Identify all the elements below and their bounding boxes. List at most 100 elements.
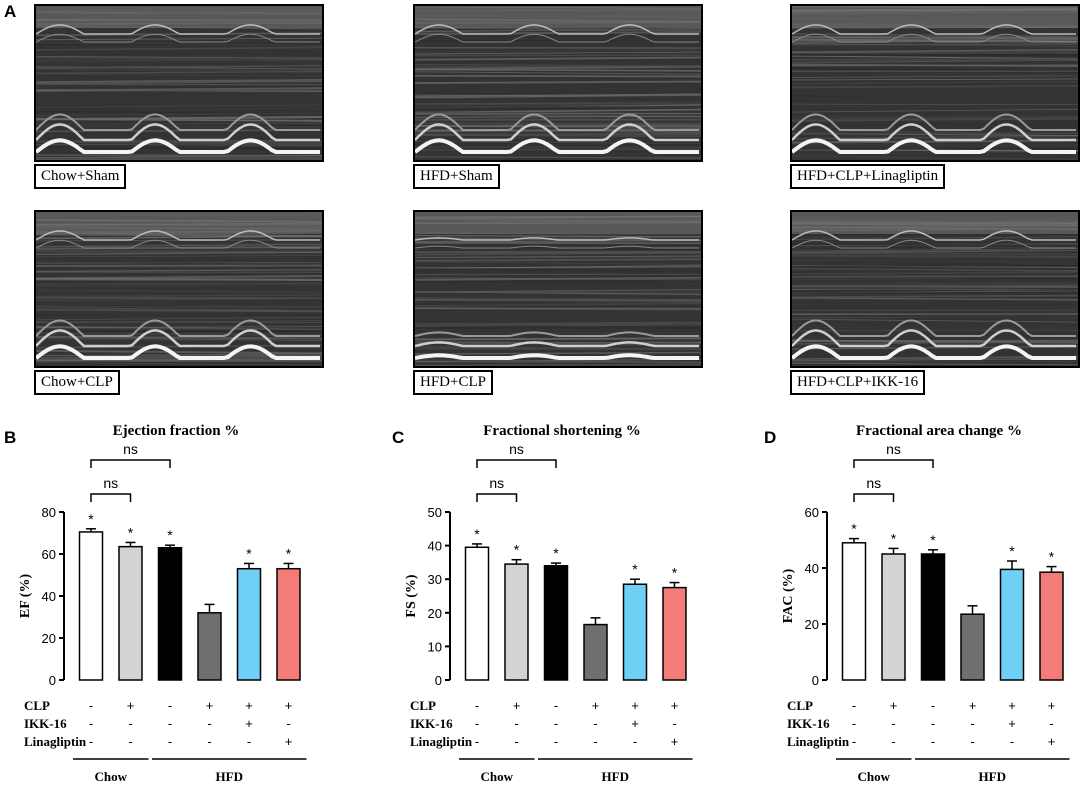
treatment-symbol: - bbox=[286, 716, 290, 731]
y-axis-title: FAC (%) bbox=[781, 568, 796, 623]
treatment-symbol: - bbox=[475, 716, 479, 731]
bar bbox=[118, 545, 143, 681]
echo-top-band bbox=[36, 6, 322, 28]
echo-speckle bbox=[415, 156, 701, 159]
echo-image-hfd-clp-ikk16 bbox=[790, 210, 1080, 368]
y-tick-label: 80 bbox=[42, 505, 56, 520]
echo-image-hfd-clp-linagliptin bbox=[790, 4, 1080, 162]
echo-speckle bbox=[36, 251, 322, 256]
echo-trace-graphic bbox=[36, 6, 322, 160]
echo-top-band bbox=[415, 6, 701, 28]
bar bbox=[236, 567, 262, 681]
treatment-symbol: + bbox=[1048, 734, 1056, 749]
echo-posterior-wall-bright bbox=[792, 344, 1076, 360]
ejection-fraction-chart: Ejection fraction % 0 20 40 60 80 EF (%) * * * * * n… bbox=[18, 423, 307, 784]
treatment-symbol: - bbox=[168, 716, 172, 731]
echo-speckle bbox=[415, 80, 701, 84]
echo-trace-graphic bbox=[792, 6, 1078, 160]
chart-title: Fractional shortening % bbox=[483, 423, 641, 439]
echo-speckle bbox=[415, 337, 701, 341]
echo-speckle bbox=[792, 362, 1078, 366]
echo-speckle bbox=[36, 362, 322, 366]
echo-posterior-wall-line bbox=[415, 113, 699, 131]
echo-label-chow-sham: Chow+Sham bbox=[34, 164, 127, 189]
echo-speckle bbox=[36, 100, 322, 103]
echo-speckle bbox=[792, 53, 1078, 57]
echo-speckle bbox=[36, 107, 322, 111]
treatment-symbol: + bbox=[245, 716, 253, 731]
echo-speckle bbox=[36, 112, 322, 116]
echo-speckle bbox=[36, 294, 322, 298]
echo-speckle bbox=[415, 98, 701, 101]
chart-title: Ejection fraction % bbox=[113, 423, 240, 439]
echo-speckle bbox=[415, 272, 701, 275]
bar bbox=[662, 586, 687, 681]
echo-speckle bbox=[792, 156, 1078, 160]
treatment-symbol: - bbox=[593, 716, 597, 731]
echo-posterior-wall-bright bbox=[415, 353, 699, 360]
echo-speckle bbox=[36, 326, 322, 331]
echo-speckle bbox=[36, 235, 322, 240]
echo-speckle bbox=[36, 59, 322, 62]
bar bbox=[999, 568, 1025, 681]
echo-speckle bbox=[36, 330, 322, 333]
echo-speckle bbox=[792, 248, 1078, 252]
treatment-symbol: - bbox=[554, 734, 558, 749]
echo-speckle bbox=[792, 117, 1078, 122]
treatment-symbol: + bbox=[671, 734, 679, 749]
echo-speckle bbox=[36, 104, 322, 108]
y-tick-label: 30 bbox=[428, 572, 442, 587]
echo-speckle bbox=[792, 112, 1078, 116]
echo-speckle bbox=[415, 94, 701, 99]
echo-speckle bbox=[36, 141, 322, 146]
echo-speckle bbox=[415, 125, 701, 128]
treatment-symbol: - bbox=[128, 716, 132, 731]
echo-speckle bbox=[415, 258, 701, 262]
echo-anterior-wall-line bbox=[792, 230, 1076, 241]
treatment-symbol: - bbox=[475, 734, 479, 749]
echo-speckle bbox=[792, 84, 1078, 89]
echo-speckle bbox=[36, 70, 322, 75]
echo-speckle bbox=[36, 242, 322, 247]
y-tick-label: 20 bbox=[428, 606, 442, 621]
treatment-row-label: Linagliptin bbox=[410, 734, 473, 749]
echo-speckle bbox=[792, 43, 1078, 46]
echo-speckle bbox=[792, 281, 1078, 284]
comparison-bracket bbox=[476, 459, 557, 468]
panel-label-a: A bbox=[4, 2, 17, 21]
treatment-symbol: + bbox=[1008, 698, 1016, 713]
group-label-chow: Chow bbox=[857, 769, 890, 784]
echo-posterior-wall-line-2 bbox=[415, 123, 699, 142]
echo-label-chow-clp: Chow+CLP bbox=[34, 370, 120, 395]
chart-title: Fractional area change % bbox=[856, 423, 1022, 439]
bar bbox=[920, 553, 946, 681]
significance-marker: * bbox=[930, 532, 936, 548]
echo-speckle bbox=[792, 327, 1078, 331]
treatment-symbol: - bbox=[475, 698, 479, 713]
treatment-symbol: + bbox=[127, 698, 135, 713]
bar bbox=[1039, 571, 1064, 681]
echo-speckle bbox=[415, 261, 701, 265]
echo-speckle bbox=[792, 95, 1078, 100]
echo-image-chow-clp bbox=[34, 210, 324, 368]
echo-speckle bbox=[415, 360, 701, 364]
comparison-label: ns bbox=[103, 475, 118, 491]
echo-speckle bbox=[36, 123, 322, 125]
significance-marker: * bbox=[88, 511, 94, 527]
echo-speckle bbox=[792, 58, 1078, 61]
echo-speckle bbox=[415, 144, 701, 147]
significance-marker: * bbox=[632, 561, 638, 577]
treatment-symbol: - bbox=[970, 716, 974, 731]
echo-speckle bbox=[415, 252, 701, 256]
echo-speckle bbox=[792, 267, 1078, 272]
bar bbox=[464, 546, 490, 681]
echo-trace-graphic bbox=[36, 212, 322, 366]
echo-speckle bbox=[415, 255, 701, 259]
echo-speckle bbox=[415, 129, 701, 133]
treatment-row-label: Linagliptin bbox=[787, 734, 850, 749]
treatment-symbol: - bbox=[931, 734, 935, 749]
treatment-row-label: CLP bbox=[410, 698, 436, 713]
bar bbox=[276, 567, 301, 681]
y-tick-label: 50 bbox=[428, 505, 442, 520]
echo-speckle bbox=[36, 304, 322, 308]
